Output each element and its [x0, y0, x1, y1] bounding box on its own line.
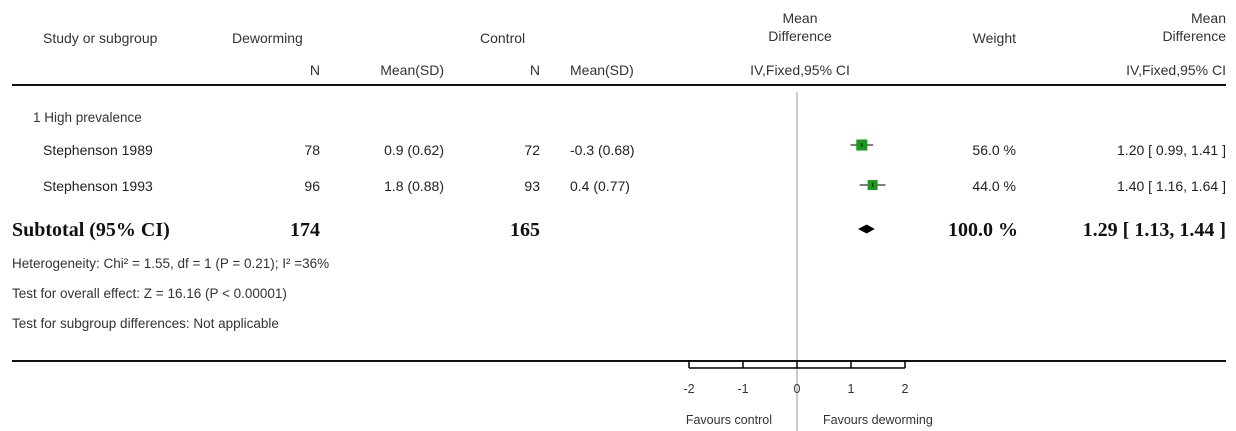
x-axis-tick-label: 2	[902, 382, 909, 396]
subtotal-label: Subtotal (95% CI)	[12, 219, 170, 241]
header-n1: N	[309, 62, 320, 78]
header-deworming: Deworming	[232, 30, 303, 46]
overall-effect-note: Test for overall effect: Z = 16.16 (P < …	[12, 286, 287, 301]
header-md2-line2: Difference	[1162, 28, 1226, 44]
subtotal-n1: 174	[290, 219, 320, 241]
x-axis-tick-label: -1	[737, 382, 748, 396]
study-mean1: 1.8 (0.88)	[384, 178, 444, 194]
header-md-line1: Mean	[782, 10, 818, 26]
study-n2: 72	[524, 142, 540, 158]
study-name: Stephenson 1989	[43, 142, 153, 158]
header-rule	[12, 84, 1226, 86]
header-mean2: Mean(SD)	[570, 62, 634, 78]
study-ci: 1.20 [ 0.99, 1.41 ]	[1117, 142, 1226, 158]
header-method-plot: IV,Fixed,95% CI	[750, 62, 850, 78]
study-n2: 93	[524, 178, 540, 194]
study-mean2: -0.3 (0.68)	[570, 142, 635, 158]
study-n1: 78	[304, 142, 320, 158]
heterogeneity-note: Heterogeneity: Chi² = 1.55, df = 1 (P = …	[12, 256, 330, 271]
footer-rule	[12, 360, 1226, 362]
header-md2-line1: Mean	[1190, 10, 1226, 26]
header-weight: Weight	[972, 30, 1016, 46]
pooled-diamond	[858, 224, 875, 234]
study-mean1: 0.9 (0.62)	[384, 142, 444, 158]
header-n2: N	[529, 62, 540, 78]
study-n1: 96	[304, 178, 320, 194]
subtotal-weight: 100.0 %	[948, 219, 1018, 241]
x-axis-tick-label: -2	[683, 382, 694, 396]
subtotal-ci: 1.29 [ 1.13, 1.44 ]	[1082, 219, 1226, 241]
favours-left-label: Favours control	[685, 413, 772, 427]
header-control: Control	[480, 30, 526, 46]
study-name: Stephenson 1993	[43, 178, 153, 194]
study-weight: 56.0 %	[972, 142, 1016, 158]
study-mean2: 0.4 (0.77)	[570, 178, 630, 194]
x-axis-tick-label: 1	[848, 382, 855, 396]
study-weight: 44.0 %	[972, 178, 1016, 194]
favours-right-label: Favours deworming	[823, 413, 933, 427]
subtotal-n2: 165	[510, 219, 540, 241]
header-mean1: Mean(SD)	[380, 62, 444, 78]
header-md-line2: Difference	[768, 28, 832, 44]
subgroup-label: 1 High prevalence	[33, 110, 142, 125]
header-method-col: IV,Fixed,95% CI	[1126, 62, 1226, 78]
header-study: Study or subgroup	[43, 30, 158, 46]
study-ci: 1.40 [ 1.16, 1.64 ]	[1117, 178, 1226, 194]
x-axis-tick-label: 0	[794, 382, 801, 396]
subgroup-diff-note: Test for subgroup differences: Not appli…	[12, 316, 279, 331]
